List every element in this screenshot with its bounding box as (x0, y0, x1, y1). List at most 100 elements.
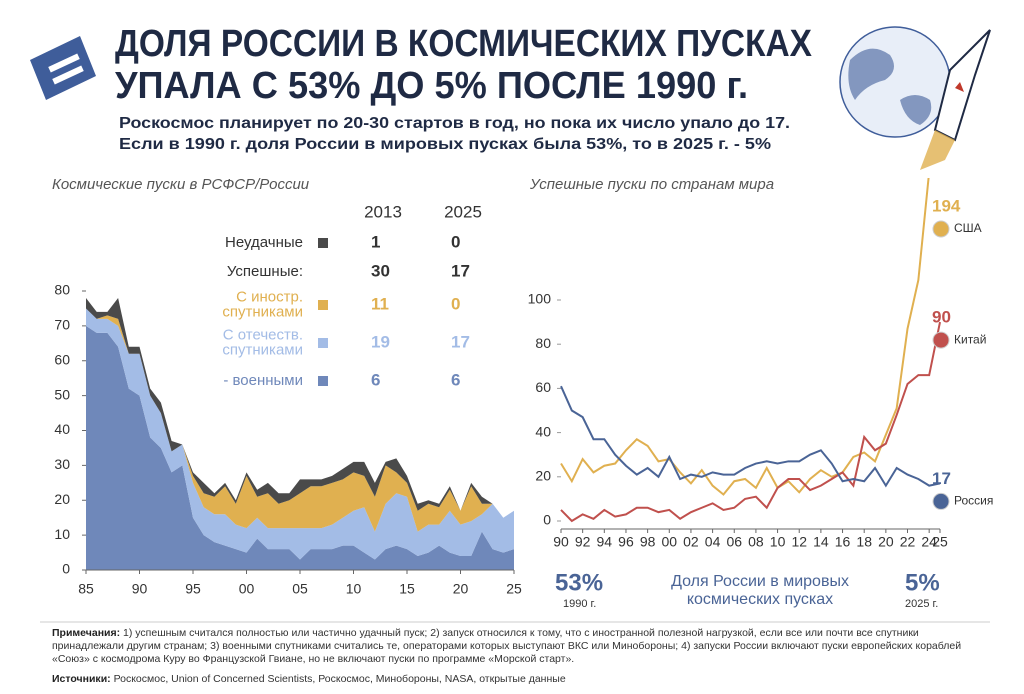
end-value-label: 17 (932, 469, 951, 488)
table-header: 2025 (444, 202, 482, 221)
line (560, 178, 930, 496)
y-tick-label: 60 (54, 351, 70, 367)
y-tick-label: 100 (528, 291, 552, 307)
legend-label: Россия (954, 494, 993, 508)
annotation: Доля России в мировых (671, 573, 849, 590)
x-tick-label: 22 (900, 534, 916, 550)
notes: Примечания: 1) успешным считался полност… (52, 627, 972, 666)
x-tick-label: 16 (835, 534, 851, 550)
y-tick-label: 80 (54, 282, 70, 298)
end-value-label: 194 (932, 196, 961, 215)
flag (932, 220, 950, 238)
table-value: 19 (371, 332, 390, 351)
x-tick-label: 14 (813, 534, 829, 550)
area (86, 308, 514, 532)
line (560, 321, 941, 523)
sources-label: Источники: (52, 673, 111, 685)
legend-label: С иностр. (236, 288, 303, 305)
y-tick-label: 30 (54, 456, 70, 472)
legend-swatch (318, 300, 328, 310)
x-tick-label: 10 (770, 534, 786, 550)
plot-area (560, 178, 941, 523)
annotation: 53% (555, 569, 603, 596)
legend-label: спутниками (222, 341, 303, 358)
y-tick-label: 0 (62, 561, 70, 577)
y-tick-label: 20 (535, 468, 551, 484)
legend-label: Китай (954, 332, 986, 346)
x-tick-label: 85 (78, 581, 94, 597)
x-tick-label: 90 (553, 534, 569, 550)
x-tick-label: 92 (575, 534, 591, 550)
end-value-label: 90 (932, 308, 951, 327)
x-tick-label: 05 (292, 581, 308, 597)
legend-swatch (318, 238, 328, 248)
annotation: 1990 г. (563, 598, 596, 610)
table-value: 6 (451, 370, 460, 389)
sources-text: Роскосмос, Union of Concerned Scientists… (113, 673, 566, 685)
table-value: 1 (371, 232, 380, 251)
x-tick-label: 25 (506, 581, 522, 597)
x-tick-label: 00 (661, 534, 677, 550)
legend-label: - военными (223, 372, 303, 389)
legend-label: Успешные: (227, 263, 303, 280)
x-tick-label: 02 (683, 534, 699, 550)
x-tick-label: 98 (640, 534, 656, 550)
table-value: 0 (451, 294, 460, 313)
sources: Источники: Роскосмос, Union of Concerned… (52, 673, 972, 685)
legend-label: Неудачные (225, 234, 303, 251)
subtitle-line: Если в 1990 г. доля России в мировых пус… (119, 136, 771, 153)
table-header: 2013 (364, 202, 402, 221)
x-tick-label: 18 (856, 534, 872, 550)
x-tick-label: 15 (399, 581, 415, 597)
x-tick-label: 08 (748, 534, 764, 550)
logo-bar (52, 65, 84, 85)
notes-label: Примечания: (52, 627, 121, 639)
x-tick-label: 20 (453, 581, 469, 597)
legend-label: США (954, 221, 982, 235)
legend-label: спутниками (222, 303, 303, 320)
title-line: УПАЛА С 53% ДО 5% ПОСЛЕ 1990 г. (115, 65, 748, 107)
annotation: 5% (905, 569, 940, 596)
y-tick-label: 80 (535, 335, 551, 351)
x-tick-label: 96 (618, 534, 634, 550)
table-value: 30 (371, 261, 390, 280)
chart-title: Космические пуски в РСФСР/России (52, 176, 310, 193)
legend-swatch (318, 376, 328, 386)
legend-swatch (318, 338, 328, 348)
y-tick-label: 40 (54, 421, 70, 437)
x-tick-label: 90 (132, 581, 148, 597)
chart-title: Успешные пуски по странам мира (529, 176, 774, 193)
flag (932, 492, 950, 510)
table-value: 6 (371, 370, 380, 389)
table-value: 17 (451, 332, 470, 351)
annotation: космических пусках (687, 591, 833, 608)
x-tick-label: 04 (705, 534, 721, 550)
table-value: 17 (451, 261, 470, 280)
x-tick-label: 95 (185, 581, 201, 597)
legend-label: С отечеств. (223, 326, 303, 343)
area (86, 308, 514, 560)
notes-text: 1) успешным считался полностью или части… (52, 627, 962, 665)
globe-illustration (839, 26, 991, 170)
x-tick-label: 20 (878, 534, 894, 550)
subtitle-line: Роскосмос планирует по 20-30 стартов в г… (119, 115, 790, 132)
x-tick-label: 06 (726, 534, 742, 550)
table-value: 11 (371, 294, 389, 313)
y-tick-label: 10 (54, 526, 70, 542)
x-tick-label: 25 (932, 534, 948, 550)
area (86, 325, 514, 570)
logo-bar (48, 53, 80, 73)
y-tick-label: 60 (535, 379, 551, 395)
x-tick-label: 24 (921, 534, 937, 550)
x-tick-label: 12 (791, 534, 807, 550)
title-line: ДОЛЯ РОССИИ В КОСМИЧЕСКИХ ПУСКАХ (115, 23, 813, 65)
annotation: 2025 г. (905, 598, 938, 610)
y-tick-label: 40 (535, 423, 551, 439)
x-tick-label: 00 (239, 581, 255, 597)
y-tick-label: 70 (54, 317, 70, 333)
x-tick-label: 10 (346, 581, 362, 597)
line (560, 385, 941, 488)
y-tick-label: 0 (543, 512, 551, 528)
